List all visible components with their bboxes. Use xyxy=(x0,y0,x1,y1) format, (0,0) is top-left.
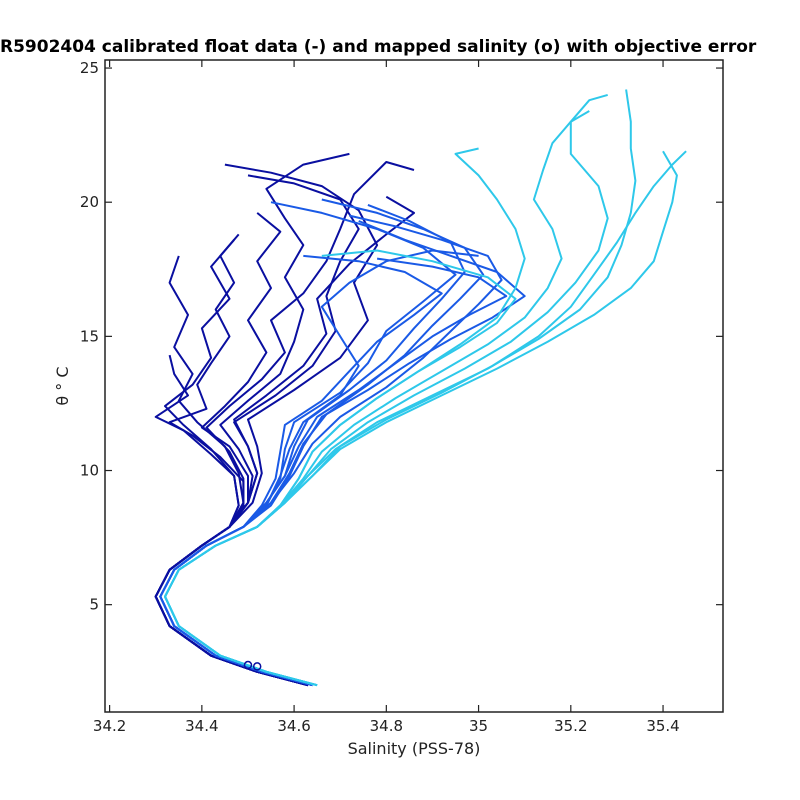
y-axis-ticks: 5 10 15 20 25 xyxy=(80,59,723,614)
series-layer xyxy=(154,89,687,687)
profile-line-18 xyxy=(159,220,526,687)
profile-line-21 xyxy=(164,93,609,687)
mapped-salinity-marker-2 xyxy=(252,662,262,671)
y-tick-label: 5 xyxy=(89,596,99,614)
x-tick-label: 34.2 xyxy=(93,717,126,735)
profile-line-25 xyxy=(164,249,517,687)
x-tick-label: 35 xyxy=(469,717,488,735)
x-tick-label: 34.8 xyxy=(370,717,403,735)
y-tick-label: 15 xyxy=(80,327,99,345)
profile-line-24 xyxy=(164,150,687,687)
chart-title: R5902404 calibrated float data (-) and m… xyxy=(0,37,757,57)
profile-line-10 xyxy=(154,195,415,687)
x-tick-label: 34.4 xyxy=(185,717,218,735)
x-tick-label: 35.2 xyxy=(554,717,587,735)
x-axis-label: Salinity (PSS-78) xyxy=(348,739,481,758)
y-tick-label: 10 xyxy=(80,462,99,480)
x-tick-label: 34.6 xyxy=(277,717,310,735)
y-tick-label: 25 xyxy=(80,59,99,77)
profile-line-7 xyxy=(154,163,379,687)
mapped-salinity-marker-1 xyxy=(243,660,253,670)
profile-line-6 xyxy=(154,174,360,687)
y-tick-label: 20 xyxy=(80,193,99,211)
x-tick-label: 35.4 xyxy=(646,717,679,735)
profile-line-20 xyxy=(164,89,637,687)
plot-area-frame xyxy=(104,59,724,713)
y-axis-label: θ ° C xyxy=(53,366,72,405)
x-axis-ticks: 34.2 34.4 34.6 34.8 35 35.2 35.4 xyxy=(93,60,680,735)
